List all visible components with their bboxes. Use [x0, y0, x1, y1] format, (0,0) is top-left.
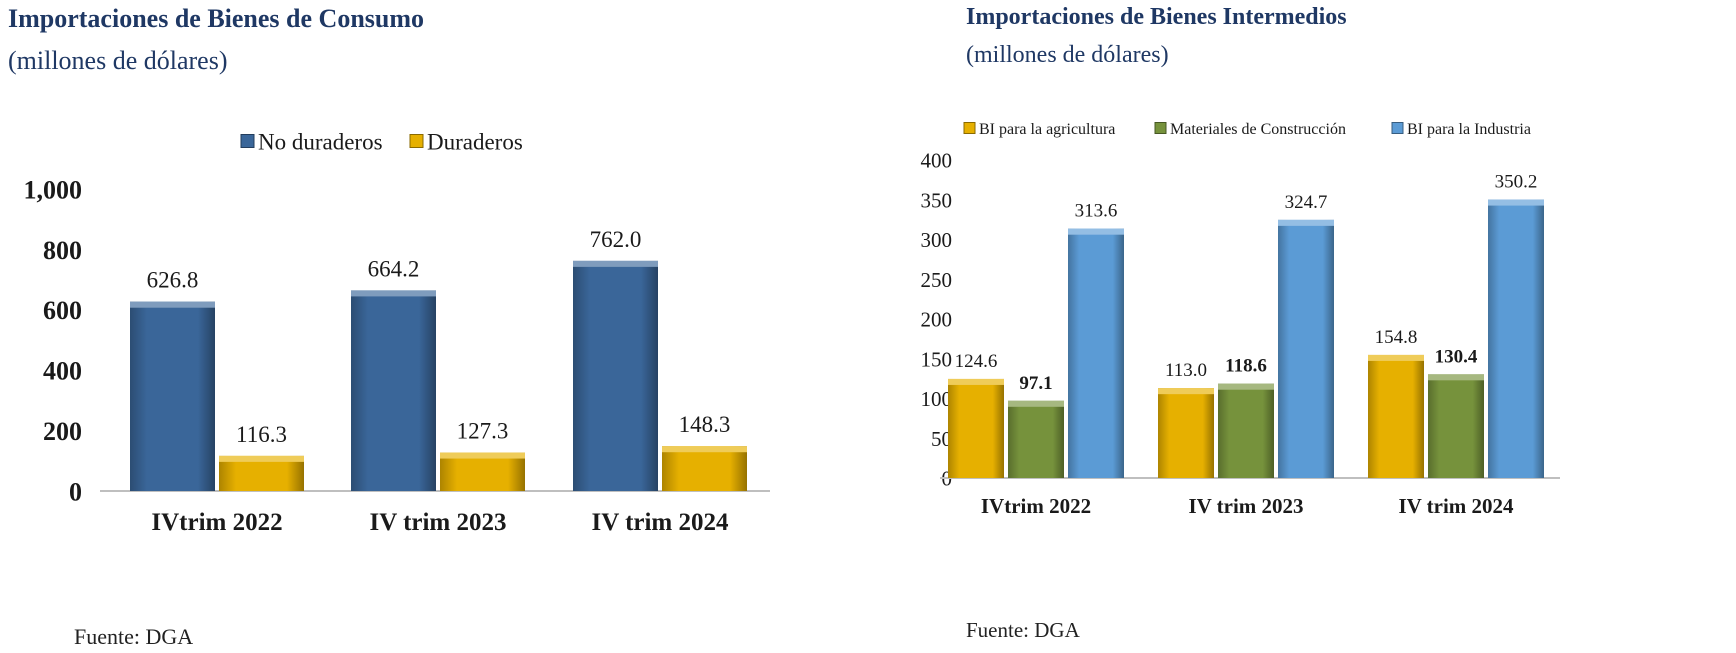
bar [440, 452, 525, 491]
bar [351, 290, 436, 491]
y-tick-label: 0 [69, 477, 82, 506]
y-tick-label: 100 [921, 387, 953, 411]
x-category-label: IVtrim 2022 [981, 494, 1091, 518]
data-label: 127.3 [457, 419, 509, 444]
y-tick-label: 200 [921, 308, 953, 332]
legend-swatch [1154, 122, 1167, 134]
bar-top-highlight [1428, 374, 1484, 381]
data-label: 762.0 [590, 227, 642, 252]
bar-top-highlight [1008, 400, 1064, 407]
bar [1278, 219, 1334, 478]
bar [573, 260, 658, 491]
y-tick-label: 1,000 [24, 175, 83, 204]
consumer-goods-chart-panel: Importaciones de Bienes de Consumo (mill… [0, 0, 860, 653]
consumer-goods-bar-chart: No duraderos Duraderos 0 200 400 600 800 1,000 6… [24, 129, 770, 536]
x-category-label: IV trim 2023 [369, 509, 506, 536]
legend-label: No duraderos [258, 129, 383, 154]
data-label: 113.0 [1165, 360, 1207, 381]
chart-title: Importaciones de Bienes Intermedios [966, 4, 1347, 30]
x-category-label: IV trim 2024 [1398, 494, 1514, 518]
y-tick-label: 400 [921, 149, 953, 173]
bar-top-highlight [1278, 219, 1334, 226]
data-label: 130.4 [1435, 346, 1478, 367]
legend-swatch [963, 122, 976, 134]
bar-top-highlight [351, 290, 436, 297]
y-tick-label: 300 [921, 228, 953, 252]
bar-top-highlight [1368, 354, 1424, 361]
bar [1008, 400, 1064, 478]
data-label: 116.3 [236, 422, 287, 447]
y-tick-label: 50 [931, 427, 952, 451]
data-label: 324.7 [1285, 192, 1328, 213]
bar [1068, 228, 1124, 478]
data-label: 124.6 [955, 351, 998, 372]
bar [948, 378, 1004, 478]
data-label: 154.8 [1375, 327, 1418, 348]
chart-subtitle: (millones de dólares) [8, 46, 228, 75]
intermediate-goods-bar-chart: BI para la agricultura Materiales de Cons… [921, 121, 1560, 518]
legend-swatch [409, 134, 424, 148]
legend-label: BI para la agricultura [979, 121, 1115, 138]
chart-source: Fuente: DGA [966, 618, 1080, 642]
bar-top-highlight [440, 452, 525, 459]
y-tick-label: 150 [921, 347, 953, 371]
bar [1158, 388, 1214, 478]
bar [1368, 354, 1424, 478]
bar-top-highlight [573, 260, 658, 267]
intermediate-goods-chart-panel: Importaciones de Bienes Intermedios (mil… [921, 0, 1736, 653]
legend-swatch [240, 134, 255, 148]
chart-title: Importaciones de Bienes de Consumo [8, 4, 425, 33]
legend-swatch [1391, 122, 1404, 134]
bar-top-highlight [1218, 383, 1274, 390]
bar-top-highlight [130, 301, 215, 308]
legend-label: Duraderos [427, 129, 523, 154]
x-category-label: IVtrim 2022 [151, 509, 282, 536]
legend-label: Materiales de Construcción [1170, 121, 1346, 138]
bar-top-highlight [219, 455, 304, 462]
bar [1428, 374, 1484, 478]
x-category-label: IV trim 2023 [1188, 494, 1303, 518]
y-tick-label: 350 [921, 188, 953, 212]
y-tick-label: 800 [43, 236, 82, 265]
data-label: 313.6 [1075, 201, 1118, 222]
bar-top-highlight [1488, 199, 1544, 206]
bar [1488, 199, 1544, 478]
y-tick-label: 250 [921, 268, 953, 292]
bar-top-highlight [1158, 388, 1214, 395]
chart-source: Fuente: DGA [74, 624, 194, 649]
bar [1218, 383, 1274, 478]
bar-top-highlight [948, 378, 1004, 385]
y-tick-label: 600 [43, 296, 82, 325]
data-label: 626.8 [147, 268, 199, 293]
data-label: 148.3 [679, 412, 731, 437]
chart-legend: BI para la agricultura Materiales de Cons… [963, 121, 1531, 138]
chart-legend: No duraderos Duraderos [240, 129, 523, 154]
chart-subtitle: (millones de dólares) [966, 42, 1169, 68]
y-tick-label: 400 [43, 357, 82, 386]
data-label: 664.2 [368, 256, 420, 281]
x-category-label: IV trim 2024 [591, 509, 729, 536]
legend-label: BI para la Industria [1407, 121, 1531, 138]
bar-top-highlight [662, 446, 747, 453]
data-label: 97.1 [1019, 373, 1052, 394]
data-label: 350.2 [1495, 172, 1538, 193]
data-label: 118.6 [1225, 356, 1267, 377]
bar [130, 301, 215, 491]
y-tick-label: 200 [43, 417, 82, 446]
bar-top-highlight [1068, 228, 1124, 235]
bar [662, 446, 747, 491]
